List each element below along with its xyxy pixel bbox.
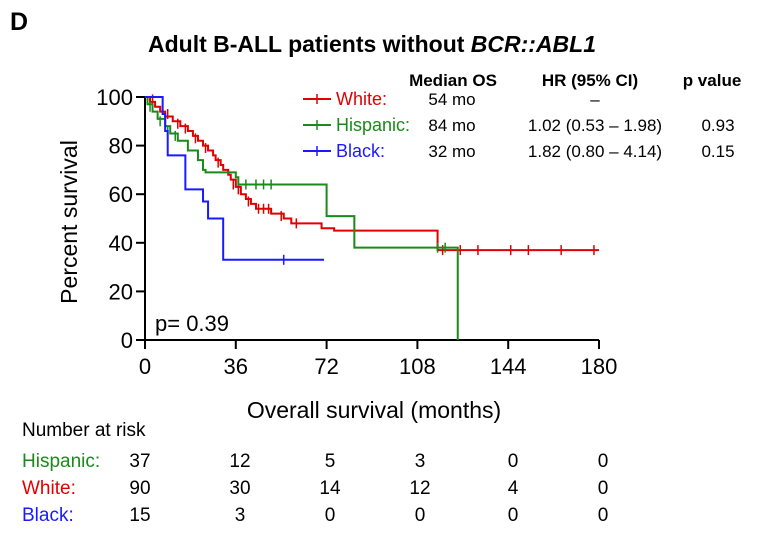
risk-count: 0 (415, 505, 426, 526)
x-tick-label: 36 (224, 354, 248, 379)
y-axis: 0 20 40 60 80 100 (96, 85, 146, 353)
x-axis: 0 36 72 108 144 180 (139, 339, 618, 379)
series-line-white (145, 96, 599, 252)
x-tick-label: 0 (139, 354, 151, 379)
series-line-hispanic (145, 96, 459, 340)
risk-count: 30 (229, 478, 250, 499)
y-tick-label: 0 (121, 328, 133, 353)
risk-count: 0 (508, 451, 519, 472)
x-tick-label: 108 (399, 354, 436, 379)
risk-table-title: Number at risk (22, 420, 146, 441)
legend-group-label: White: (336, 89, 387, 109)
series-layer (145, 94, 599, 340)
risk-count: 4 (508, 478, 519, 499)
y-tick-label: 20 (109, 279, 133, 304)
risk-count: 0 (508, 505, 519, 526)
x-tick-label: 180 (581, 354, 618, 379)
overall-p-value: p= 0.39 (155, 311, 229, 336)
hr-value: – (590, 90, 600, 109)
risk-count: 37 (129, 451, 150, 472)
risk-count: 3 (235, 505, 246, 526)
chart-title-gene: BCR::ABL1 (471, 31, 596, 57)
risk-count: 0 (325, 505, 336, 526)
hr-value: 1.02 (0.53 – 1.98) (528, 116, 662, 135)
median-os-header: Median OS (409, 71, 497, 90)
risk-count: 14 (319, 478, 341, 499)
risk-group-label: Hispanic: (22, 451, 100, 472)
risk-count: 12 (409, 478, 430, 499)
legend-group-label: Hispanic: (336, 115, 410, 135)
risk-count: 0 (598, 451, 609, 472)
legend-group-label: Black: (336, 141, 385, 161)
chart-title-main: Adult B-ALL patients without (148, 31, 471, 57)
risk-count: 90 (129, 478, 150, 499)
risk-count: 3 (415, 451, 426, 472)
series-line-black (145, 96, 325, 261)
y-tick-label: 80 (109, 134, 133, 159)
panel-label: D (10, 8, 28, 36)
y-tick-label: 60 (109, 182, 133, 207)
risk-group-label: Black: (22, 505, 74, 526)
x-tick-label: 72 (314, 354, 338, 379)
risk-group-label: White: (22, 478, 76, 499)
x-axis-label: Overall survival (months) (247, 397, 501, 423)
risk-count: 0 (598, 478, 609, 499)
hr-value: 1.82 (0.80 – 4.14) (528, 142, 662, 161)
risk-count: 15 (129, 505, 150, 526)
y-tick-label: 40 (109, 231, 133, 256)
p-value: 0.15 (701, 142, 734, 161)
hr-header: HR (95% CI) (542, 71, 638, 90)
median-os-value: 84 mo (428, 116, 475, 135)
risk-count: 12 (229, 451, 250, 472)
x-tick-label: 144 (490, 354, 527, 379)
risk-count: 0 (598, 505, 609, 526)
legend-stats-table: White: 54 mo – Hispanic: 84 mo 1.02 (0.53 – 1… (303, 89, 735, 161)
y-tick-label: 100 (96, 85, 133, 110)
chart-title: Adult B-ALL patients without BCR::ABL1 (148, 31, 596, 57)
median-os-value: 32 mo (428, 142, 475, 161)
y-axis-label: Percent survival (56, 140, 82, 304)
p-value: 0.93 (701, 116, 734, 135)
p-value-header: p value (683, 71, 742, 90)
risk-count: 5 (325, 451, 336, 472)
median-os-value: 54 mo (428, 90, 475, 109)
